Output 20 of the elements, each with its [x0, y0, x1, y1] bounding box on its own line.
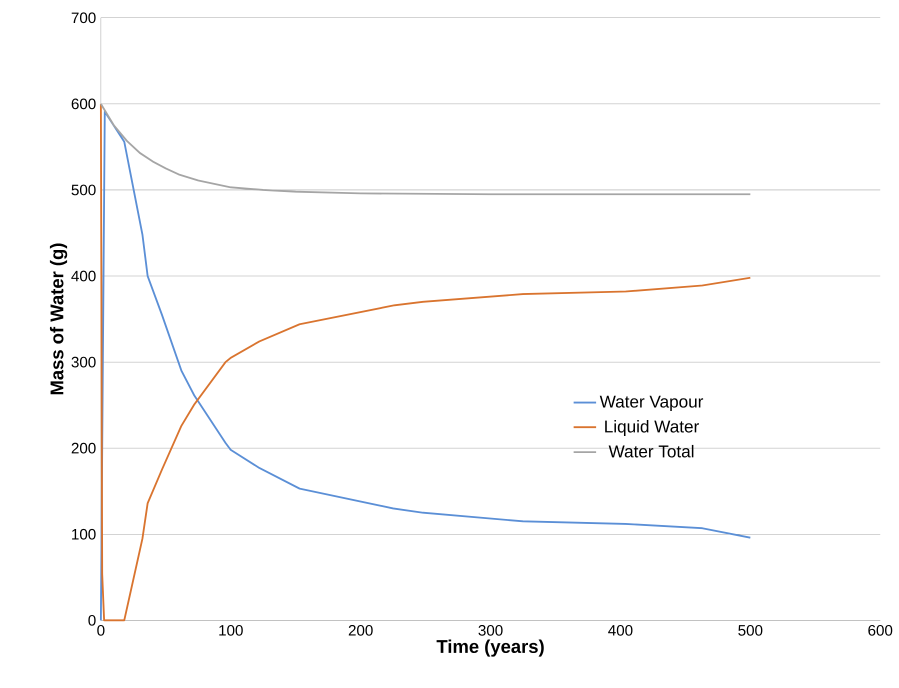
- x-tick-label: 0: [97, 624, 104, 636]
- y-tick-label: 400: [71, 270, 96, 282]
- y-tick-label: 600: [72, 98, 96, 109]
- y-tick-label: 0: [88, 614, 96, 626]
- legend-label: Water Vapour: [600, 395, 704, 411]
- x-tick-label: 100: [219, 624, 243, 636]
- y-tick-label: 200: [72, 442, 96, 454]
- legend-label: Water Total: [608, 444, 694, 458]
- x-tick-label: 600: [868, 624, 892, 636]
- y-tick-label: 300: [72, 356, 96, 368]
- x-tick-label: 200: [348, 624, 373, 636]
- y-tick-label: 500: [72, 184, 96, 196]
- y-axis-title: Mass of Water (g): [50, 243, 68, 394]
- x-tick-label: 500: [738, 624, 762, 636]
- y-tick-label: 700: [72, 12, 96, 23]
- x-tick-label: 300: [478, 624, 503, 636]
- x-axis-title: Time (years): [436, 639, 544, 656]
- x-tick-label: 400: [608, 624, 632, 636]
- legend-label: Liquid Water: [605, 420, 699, 436]
- y-tick-label: 100: [72, 528, 96, 540]
